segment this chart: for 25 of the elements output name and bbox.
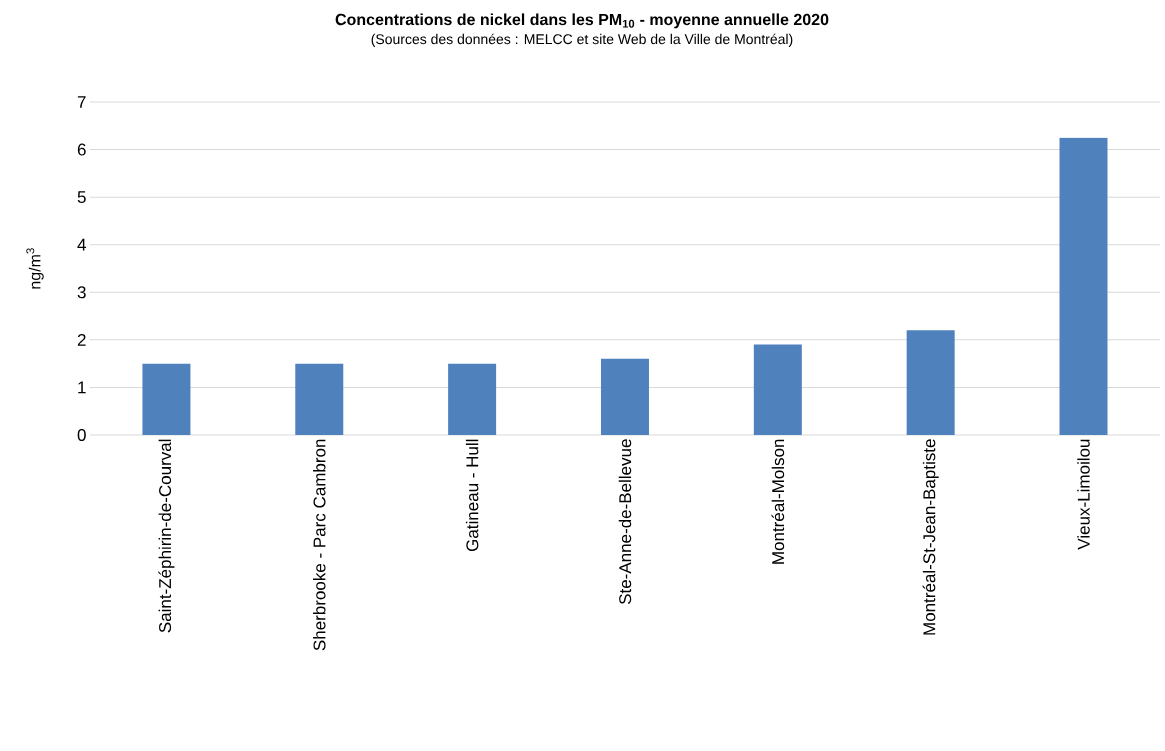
- x-tick-label: Vieux-Limoilou: [1077, 439, 1090, 550]
- x-tick-label: Ste-Anne-de-Bellevue: [618, 439, 632, 605]
- y-tick-label: 1: [78, 381, 86, 394]
- bar: [600, 358, 649, 435]
- x-tick-label: Montréal-St-Jean-Baptiste: [922, 439, 939, 635]
- x-tick-label: Gatineau - Hull: [465, 439, 479, 552]
- chart-subtitle: (Sources des données : MELCC et site Web de la Ville de Montréal): [371, 33, 793, 47]
- bar: [1059, 137, 1108, 435]
- bar: [142, 363, 191, 435]
- y-tick-label: 6: [77, 143, 86, 156]
- x-tick-label: Sherbrooke - Parc Cambron: [313, 439, 326, 651]
- bar: [906, 330, 955, 435]
- y-tick-label: 7: [77, 96, 86, 108]
- y-tick-label: 3: [77, 286, 86, 299]
- x-tick-label: Montréal-Molson: [771, 439, 785, 564]
- bar: [295, 363, 344, 435]
- x-tick-label: Saint-Zéphirin-de-Courval: [158, 439, 175, 633]
- y-tick-label: 4: [77, 238, 86, 251]
- chart-title: Concentrations de nickel dans les PM$_{10}$ - moyenne annuelle 2020: [335, 13, 829, 29]
- y-tick-label: 2: [77, 333, 86, 346]
- y-axis-title: ng/m$^{3}$: [26, 248, 44, 289]
- y-tick-label: 5: [77, 191, 86, 204]
- bar: [753, 344, 802, 435]
- y-tick-label: 0: [77, 428, 86, 442]
- bar: [448, 363, 497, 435]
